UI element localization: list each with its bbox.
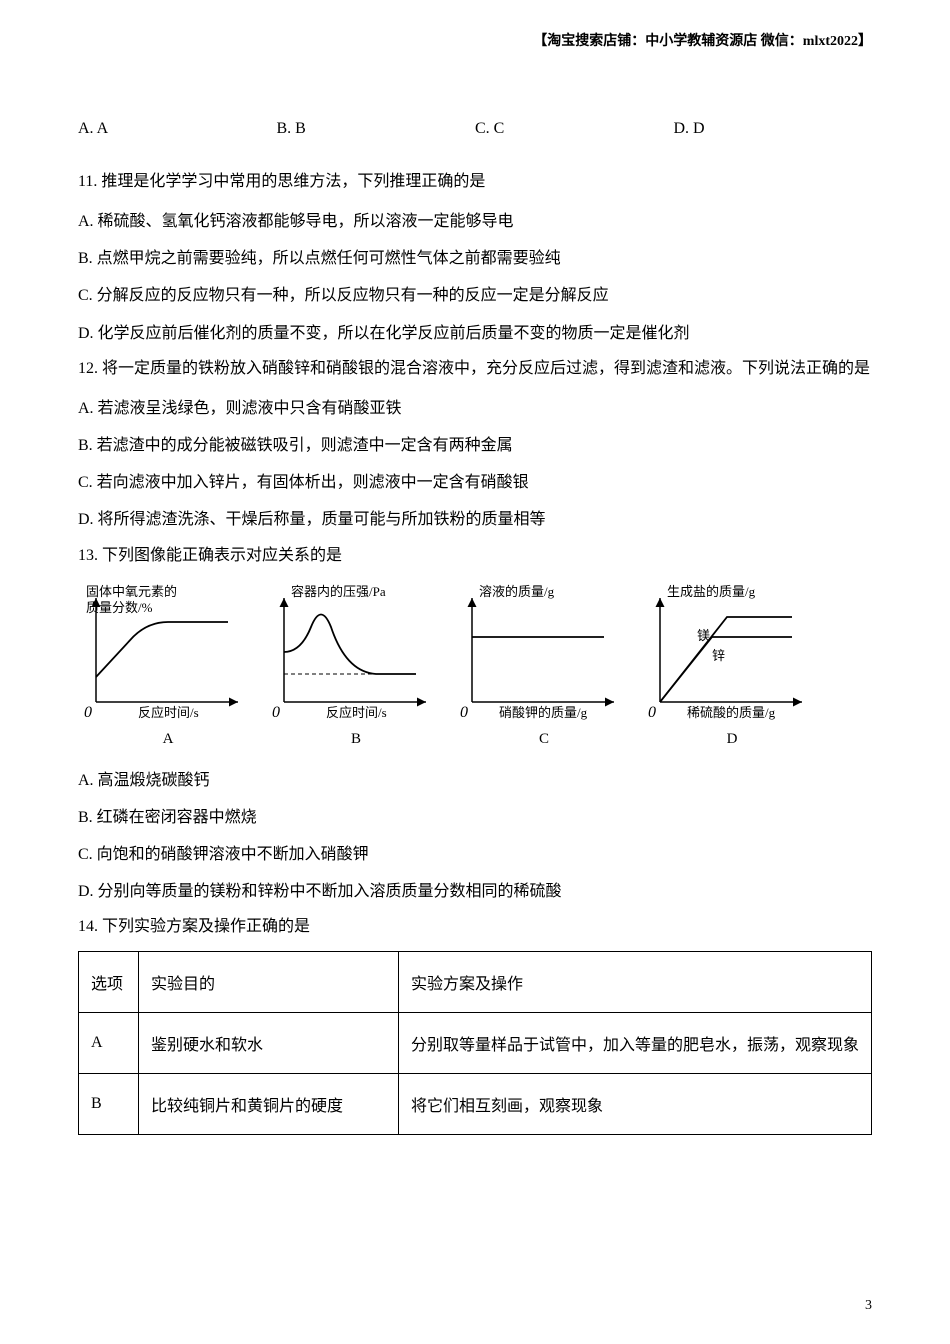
q10-opt-c: C. C (475, 120, 674, 138)
th-purpose: 实验目的 (139, 952, 399, 1013)
svg-text:反应时间/s: 反应时间/s (138, 705, 199, 720)
q10-opt-d: D. D (674, 120, 873, 138)
q11-opt-a: A. 稀硫酸、氢氧化钙溶液都能够导电，所以溶液一定能够导电 (78, 204, 872, 239)
th-option: 选项 (79, 952, 139, 1013)
q12-stem: 12. 将一定质量的铁粉放入硝酸锌和硝酸银的混合溶液中，充分反应后过滤，得到滤渣… (78, 353, 872, 385)
chart-b: 容器内的压强/Pa 0 反应时间/s B (266, 582, 446, 748)
svg-text:锌: 锌 (712, 648, 725, 663)
chart-b-label: B (266, 731, 446, 748)
q10-options: A. A B. B C. C D. D (78, 120, 872, 138)
page-content: A. A B. B C. C D. D 11. 推理是化学学习中常用的思维方法，… (78, 120, 872, 1135)
chart-a: 固体中氧元素的 质量分数/% 0 反应时间/s A (78, 582, 258, 748)
svg-text:0: 0 (84, 704, 92, 721)
q13-stem: 13. 下列图像能正确表示对应关系的是 (78, 540, 872, 572)
chart-c-label: C (454, 731, 634, 748)
q13-opt-b: B. 红磷在密闭容器中燃烧 (78, 800, 872, 835)
q10-opt-b: B. B (277, 120, 476, 138)
q11-opt-c: C. 分解反应的反应物只有一种，所以反应物只有一种的反应一定是分解反应 (78, 278, 872, 313)
svg-text:0: 0 (272, 704, 280, 721)
cell-purpose-a: 鉴别硬水和软水 (139, 1013, 399, 1074)
chart-d-label: D (642, 731, 822, 748)
svg-text:0: 0 (648, 704, 656, 721)
svg-text:稀硫酸的质量/g: 稀硫酸的质量/g (687, 705, 776, 720)
chart-a-label: A (78, 731, 258, 748)
q13-opt-c: C. 向饱和的硝酸钾溶液中不断加入硝酸钾 (78, 837, 872, 872)
chart-a-ylabel1: 固体中氧元素的 (86, 584, 177, 599)
table-row: B 比较纯铜片和黄铜片的硬度 将它们相互刻画，观察现象 (79, 1074, 872, 1135)
q12-opt-d: D. 将所得滤渣洗涤、干燥后称量，质量可能与所加铁粉的质量相等 (78, 502, 872, 537)
header-note: 【淘宝搜索店铺：中小学教辅资源店 微信：mlxt2022】 (533, 30, 872, 50)
q12-opt-c: C. 若向滤液中加入锌片，有固体析出，则滤液中一定含有硝酸银 (78, 465, 872, 500)
q12-opt-b: B. 若滤渣中的成分能被磁铁吸引，则滤渣中一定含有两种金属 (78, 428, 872, 463)
chart-d-ylabel: 生成盐的质量/g (667, 584, 756, 599)
q13-opt-d: D. 分别向等质量的镁粉和锌粉中不断加入溶质质量分数相同的稀硫酸 (78, 874, 872, 909)
svg-text:硝酸钾的质量/g: 硝酸钾的质量/g (499, 705, 588, 720)
q11-opt-d: D. 化学反应前后催化剂的质量不变，所以在化学反应前后质量不变的物质一定是催化剂 (78, 316, 872, 351)
chart-d: 生成盐的质量/g 镁 锌 0 稀硫酸的质量/g D (642, 582, 822, 748)
chart-b-ylabel: 容器内的压强/Pa (291, 584, 386, 599)
page-number: 3 (865, 1298, 872, 1314)
cell-method-a: 分别取等量样品于试管中，加入等量的肥皂水，振荡，观察现象 (399, 1013, 872, 1074)
svg-text:镁: 镁 (697, 628, 710, 643)
q10-opt-a: A. A (78, 120, 277, 138)
table-row: A 鉴别硬水和软水 分别取等量样品于试管中，加入等量的肥皂水，振荡，观察现象 (79, 1013, 872, 1074)
q14-stem: 14. 下列实验方案及操作正确的是 (78, 911, 872, 943)
q12-opt-a: A. 若滤液呈浅绿色，则滤液中只含有硝酸亚铁 (78, 391, 872, 426)
chart-c: 溶液的质量/g 0 硝酸钾的质量/g C (454, 582, 634, 748)
table-header-row: 选项 实验目的 实验方案及操作 (79, 952, 872, 1013)
chart-c-ylabel: 溶液的质量/g (479, 584, 555, 599)
svg-text:反应时间/s: 反应时间/s (326, 705, 387, 720)
svg-text:0: 0 (460, 704, 468, 721)
cell-purpose-b: 比较纯铜片和黄铜片的硬度 (139, 1074, 399, 1135)
q11-stem: 11. 推理是化学学习中常用的思维方法，下列推理正确的是 (78, 166, 872, 198)
charts-row: 固体中氧元素的 质量分数/% 0 反应时间/s A 容器内的压强/Pa 0 (78, 582, 872, 748)
cell-opt-a: A (79, 1013, 139, 1074)
q13-opt-a: A. 高温煅烧碳酸钙 (78, 763, 872, 798)
cell-method-b: 将它们相互刻画，观察现象 (399, 1074, 872, 1135)
th-method: 实验方案及操作 (399, 952, 872, 1013)
cell-opt-b: B (79, 1074, 139, 1135)
q11-opt-b: B. 点燃甲烷之前需要验纯，所以点燃任何可燃性气体之前都需要验纯 (78, 241, 872, 276)
q14-table: 选项 实验目的 实验方案及操作 A 鉴别硬水和软水 分别取等量样品于试管中，加入… (78, 951, 872, 1135)
